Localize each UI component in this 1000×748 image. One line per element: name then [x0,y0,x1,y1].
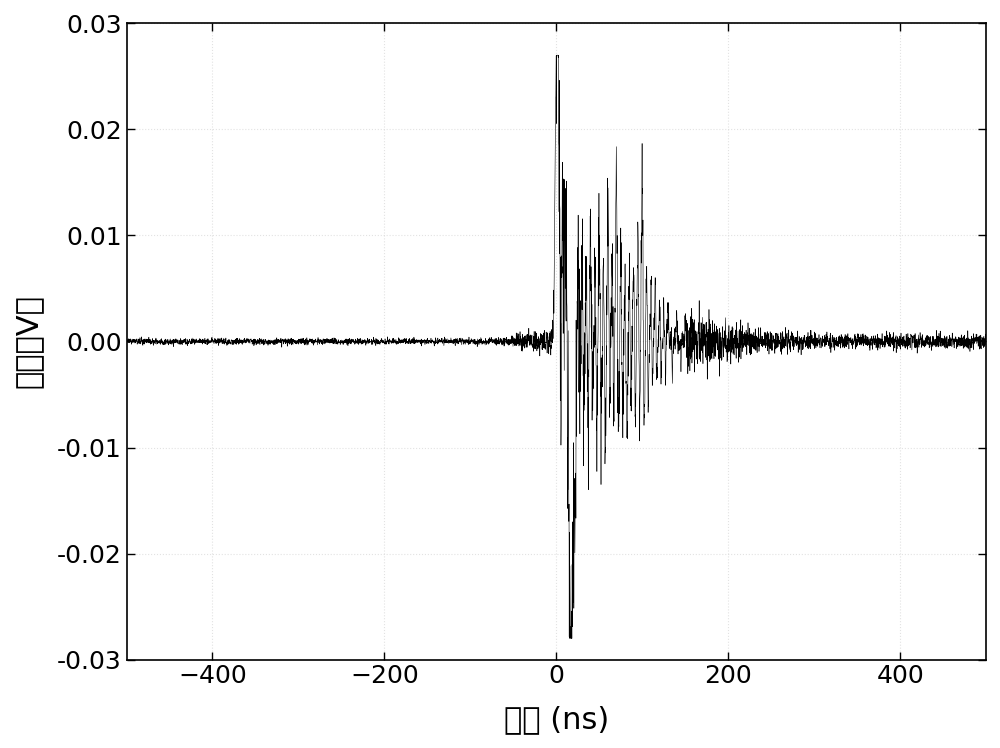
X-axis label: 时间 (ns): 时间 (ns) [504,705,609,734]
Y-axis label: 幅値（V）: 幅値（V） [14,295,43,388]
